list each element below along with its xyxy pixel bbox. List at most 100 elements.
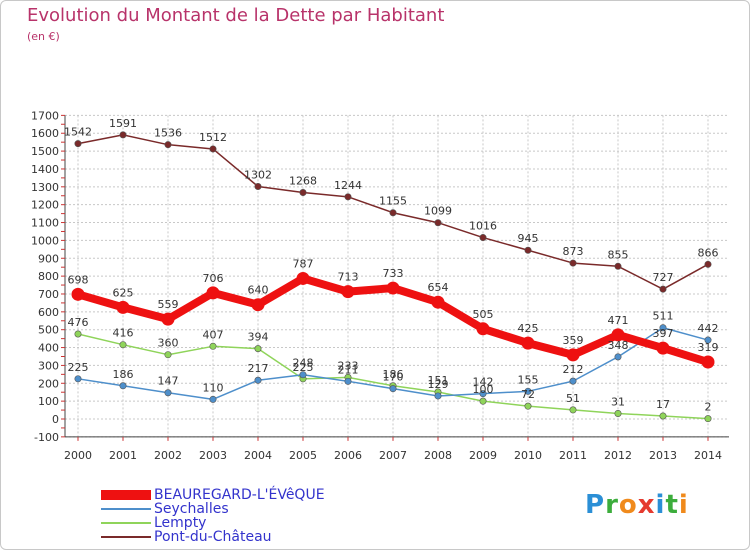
data-point <box>74 140 82 148</box>
axes: -100 0 100 200 300 400 500 600 700 800 900 1000 1100… <box>31 109 729 462</box>
data-point <box>74 375 82 383</box>
data-label: 348 <box>608 339 629 352</box>
data-point <box>116 300 130 314</box>
data-point <box>656 341 670 355</box>
data-point <box>74 330 82 338</box>
data-point <box>434 219 442 227</box>
data-label: 397 <box>653 327 674 340</box>
legend-swatch <box>101 490 151 500</box>
data-point <box>254 345 262 353</box>
data-label: 394 <box>248 331 269 344</box>
data-point <box>524 402 532 410</box>
data-point <box>479 234 487 242</box>
data-label: 217 <box>248 362 269 375</box>
chart-title: Evolution du Montant de la Dette par Hab… <box>27 5 445 26</box>
x-tick-label: 2003 <box>199 449 227 462</box>
data-label: 442 <box>698 322 719 335</box>
data-label: 559 <box>158 298 179 311</box>
data-label: 186 <box>383 368 404 381</box>
data-point <box>701 355 715 369</box>
data-point <box>164 351 172 359</box>
data-point <box>299 189 307 197</box>
data-label: 211 <box>338 363 359 376</box>
chart-unit: (en €) <box>27 30 60 43</box>
data-label: 319 <box>698 341 719 354</box>
y-tick-label: 1600 <box>31 127 59 140</box>
data-label: 359 <box>563 334 584 347</box>
x-tick-label: 2011 <box>559 449 587 462</box>
data-point <box>521 336 535 350</box>
y-tick-label: 1200 <box>31 199 59 212</box>
data-point <box>569 259 577 267</box>
logo-letter: i <box>655 490 666 520</box>
grid <box>65 114 729 438</box>
x-tick-label: 2013 <box>649 449 677 462</box>
data-label: 100 <box>473 383 494 396</box>
legend-label: Seychalles <box>154 501 229 517</box>
proxiti-logo: Proxiti <box>585 490 689 520</box>
y-tick-label: 1100 <box>31 217 59 230</box>
y-tick-label: 1000 <box>31 234 59 247</box>
x-tick-label: 2002 <box>154 449 182 462</box>
data-point <box>254 182 262 190</box>
y-tick-label: -100 <box>34 431 59 444</box>
data-point <box>479 390 487 398</box>
data-point <box>389 385 397 393</box>
data-point <box>344 193 352 201</box>
data-label: 248 <box>293 357 314 370</box>
x-tick-label: 2008 <box>424 449 452 462</box>
data-label: 2 <box>705 401 712 414</box>
x-tick-label: 2005 <box>289 449 317 462</box>
data-point <box>614 353 622 361</box>
data-label: 110 <box>203 381 224 394</box>
x-tick-label: 2006 <box>334 449 362 462</box>
data-label: 1542 <box>64 126 92 139</box>
data-point <box>209 342 217 350</box>
data-point <box>164 389 172 397</box>
legend-swatch <box>101 522 151 524</box>
logo-letter: t <box>665 490 679 520</box>
y-tick-label: 600 <box>38 306 59 319</box>
data-point <box>611 328 625 342</box>
data-label: 733 <box>383 267 404 280</box>
data-label: 713 <box>338 271 359 284</box>
y-tick-label: 700 <box>38 288 59 301</box>
y-tick-label: 100 <box>38 395 59 408</box>
data-label: 142 <box>473 376 494 389</box>
data-point <box>386 281 400 295</box>
data-label: 873 <box>563 245 584 258</box>
data-point <box>206 286 220 300</box>
data-point <box>476 322 490 336</box>
data-label: 855 <box>608 248 629 261</box>
data-label: 1591 <box>109 117 137 130</box>
data-label: 360 <box>158 337 179 350</box>
data-point <box>341 285 355 299</box>
legend-label: BEAUREGARD-L'ÉVêQUE <box>154 487 325 503</box>
data-point <box>566 348 580 362</box>
x-tick-label: 2014 <box>694 449 722 462</box>
y-tick-label: 200 <box>38 377 59 390</box>
data-label: 425 <box>518 322 539 335</box>
data-label: 155 <box>518 373 539 386</box>
data-label: 945 <box>518 232 539 245</box>
data-point <box>344 377 352 385</box>
data-label: 72 <box>521 388 535 401</box>
data-label: 212 <box>563 363 584 376</box>
data-label: 640 <box>248 284 269 297</box>
legend-swatch <box>101 536 151 538</box>
data-point <box>704 415 712 423</box>
data-label: 31 <box>611 395 625 408</box>
logo-letter: r <box>605 490 619 520</box>
x-tick-label: 2000 <box>64 449 92 462</box>
data-point <box>251 298 265 312</box>
logo-letter: x <box>637 490 656 520</box>
y-tick-label: 900 <box>38 252 59 265</box>
data-label: 505 <box>473 308 494 321</box>
data-label: 416 <box>113 327 134 340</box>
logo-letter: P <box>585 490 606 520</box>
data-label: 625 <box>113 286 134 299</box>
y-tick-label: 300 <box>38 359 59 372</box>
data-label: 170 <box>383 371 404 384</box>
